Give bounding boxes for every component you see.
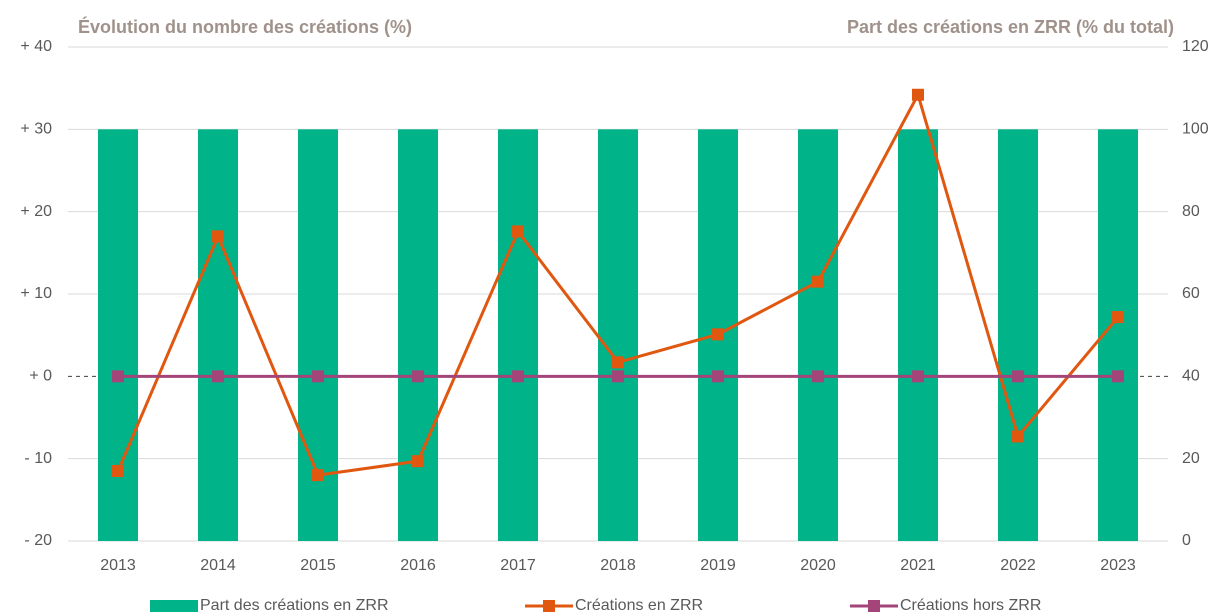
marker: [312, 370, 324, 383]
marker: [1012, 370, 1024, 383]
y-tick-label: - 10: [24, 450, 52, 467]
y2-axis-title: Part des créations en ZRR (% du total): [847, 17, 1174, 37]
x-tick-label: 2022: [1000, 557, 1036, 574]
x-tick-label: 2023: [1100, 557, 1136, 574]
marker: [1112, 370, 1124, 383]
marker: [512, 370, 524, 383]
marker: [212, 230, 224, 243]
marker: [912, 88, 924, 101]
y2-tick-label: 0: [1182, 532, 1191, 549]
y2-tick-label: 20: [1182, 450, 1200, 467]
bar: [98, 129, 138, 542]
marker: [512, 225, 524, 238]
bar: [798, 129, 838, 542]
x-tick-label: 2017: [500, 557, 536, 574]
y-tick-label: + 20: [20, 203, 52, 220]
marker: [812, 275, 824, 288]
marker: [1012, 430, 1024, 443]
legend-label: Créations en ZRR: [575, 597, 703, 614]
x-tick-label: 2019: [700, 557, 736, 574]
marker: [412, 455, 424, 468]
marker: [112, 465, 124, 478]
x-tick-label: 2014: [200, 557, 236, 574]
bar: [498, 129, 538, 542]
marker: [1112, 311, 1124, 324]
y-tick-label: + 40: [20, 38, 52, 55]
x-tick-label: 2018: [600, 557, 636, 574]
y2-tick-label: 120: [1182, 38, 1209, 55]
legend-swatch: [543, 600, 555, 612]
y2-tick-label: 40: [1182, 368, 1200, 385]
marker: [612, 370, 624, 383]
marker: [612, 356, 624, 369]
y-tick-label: - 20: [24, 532, 52, 549]
marker: [112, 370, 124, 383]
marker: [712, 328, 724, 341]
marker: [412, 370, 424, 383]
legend-swatch: [868, 600, 880, 612]
y-axis-title: Évolution du nombre des créations (%): [78, 16, 412, 37]
y-tick-label: + 10: [20, 285, 52, 302]
x-tick-label: 2020: [800, 557, 836, 574]
legend-label: Part des créations en ZRR: [200, 597, 389, 614]
y-tick-label: + 30: [20, 121, 52, 138]
marker: [212, 370, 224, 383]
y2-tick-label: 60: [1182, 285, 1200, 302]
bar: [198, 129, 238, 542]
marker: [912, 370, 924, 383]
x-tick-label: 2013: [100, 557, 136, 574]
marker: [812, 370, 824, 383]
marker: [312, 469, 324, 482]
bar: [898, 129, 938, 542]
y-tick-label: + 0: [29, 368, 52, 385]
bar: [398, 129, 438, 542]
x-tick-label: 2021: [900, 557, 936, 574]
bar: [998, 129, 1038, 542]
y2-tick-label: 100: [1182, 121, 1209, 138]
legend-label: Créations hors ZRR: [900, 597, 1041, 614]
x-tick-label: 2015: [300, 557, 336, 574]
y2-tick-label: 80: [1182, 203, 1200, 220]
bar: [598, 129, 638, 542]
legend-swatch: [150, 600, 198, 612]
marker: [712, 370, 724, 383]
x-tick-label: 2016: [400, 557, 436, 574]
